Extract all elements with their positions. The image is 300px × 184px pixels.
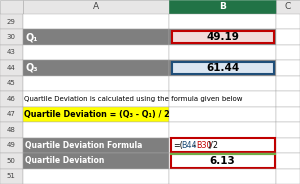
Text: )/2: )/2 [208,141,219,150]
Bar [22,91,169,107]
Bar [172,62,274,74]
Bar [0,122,22,138]
Bar [276,107,300,122]
Bar [0,29,22,45]
Bar [276,29,300,45]
Bar [0,91,22,107]
Bar [172,31,274,43]
Bar [171,138,275,152]
Bar [276,169,300,184]
Text: Q₃: Q₃ [26,63,38,73]
Bar [22,138,169,153]
Bar [169,169,276,184]
Bar [0,60,22,76]
Bar [169,153,276,169]
Bar [0,0,22,14]
Bar [169,60,276,76]
Text: Quartile Deviation = (Q₃ - Q₁) / 2: Quartile Deviation = (Q₃ - Q₁) / 2 [24,110,170,119]
Bar [0,138,22,153]
Bar [169,91,276,107]
Text: B: B [219,2,226,11]
Bar [276,76,300,91]
Text: 48: 48 [7,127,16,133]
Text: Quartile Deviation: Quartile Deviation [25,156,104,165]
Bar [276,91,300,107]
Bar [0,169,22,184]
Bar [0,14,22,29]
Text: Quartile Deviation is calculated using the formula given below: Quartile Deviation is calculated using t… [24,96,242,102]
Text: Quartile Deviation Formula: Quartile Deviation Formula [25,141,142,150]
Bar [169,138,276,153]
Text: C: C [285,2,291,11]
Bar [171,154,275,168]
Bar [276,138,300,153]
Text: -: - [193,141,196,150]
Bar [0,153,22,169]
Text: Q₁: Q₁ [26,32,38,42]
Bar [0,107,22,122]
Bar [0,45,22,60]
Text: 45: 45 [7,80,16,86]
Bar [22,60,169,76]
Bar [276,14,300,29]
Text: A: A [93,2,99,11]
Bar [169,76,276,91]
Bar [276,0,300,14]
Text: 44: 44 [7,65,16,71]
Text: 47: 47 [7,111,16,117]
Bar [276,122,300,138]
Text: 51: 51 [7,173,16,179]
Bar [22,169,169,184]
Text: 43: 43 [7,49,16,56]
Bar [169,14,276,29]
Bar [22,14,169,29]
Bar [276,153,300,169]
Bar [169,45,276,60]
Bar [169,122,276,138]
Bar [169,29,276,45]
Bar [22,29,169,45]
Text: 29: 29 [7,19,16,24]
Bar [22,76,169,91]
Text: 46: 46 [7,96,16,102]
Bar [22,153,169,169]
Bar [0,76,22,91]
Text: B30: B30 [196,141,212,150]
Text: 49.19: 49.19 [206,32,239,42]
Text: 61.44: 61.44 [206,63,239,73]
Bar [169,107,276,122]
Text: =(: =( [173,141,183,150]
Text: 6.13: 6.13 [210,156,236,166]
Text: 49: 49 [7,142,16,148]
Bar [169,0,276,14]
Bar [22,122,169,138]
Bar [22,45,169,60]
Bar [276,45,300,60]
Text: 30: 30 [7,34,16,40]
Bar [22,0,169,14]
Bar [276,60,300,76]
Text: B44: B44 [182,141,197,150]
Text: 50: 50 [7,158,16,164]
Bar [22,107,169,122]
